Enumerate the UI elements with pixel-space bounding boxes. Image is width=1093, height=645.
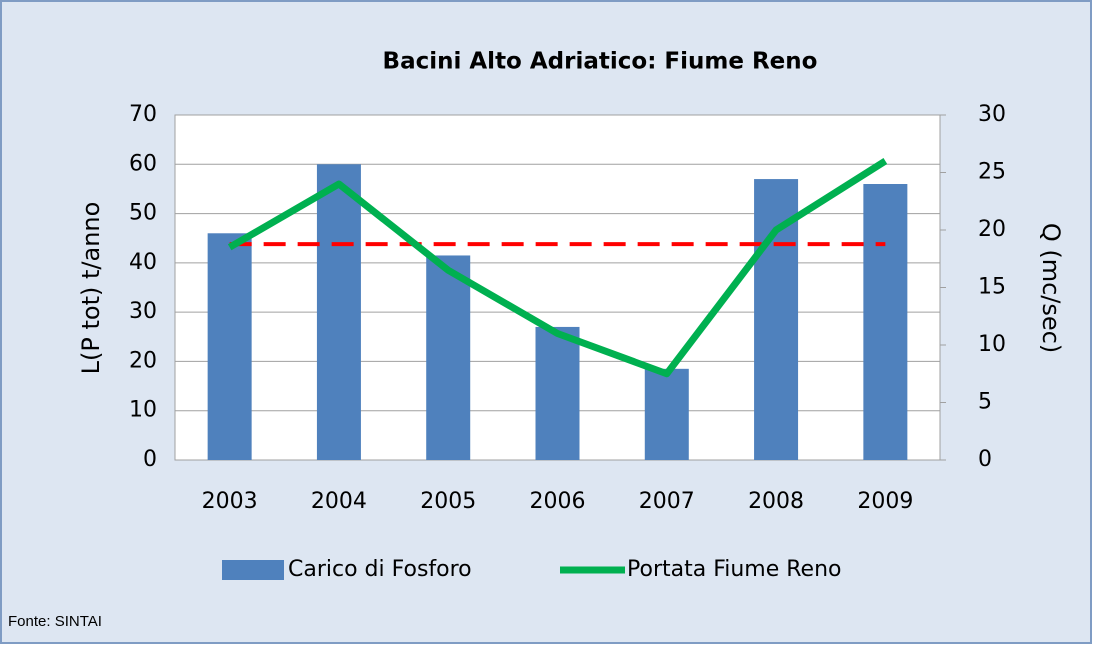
y-axis-label: L(P tot) t/anno — [77, 202, 105, 375]
x-tick-label: 2009 — [857, 489, 913, 514]
x-tick-label: 2006 — [530, 489, 586, 514]
x-tick-label: 2004 — [311, 489, 367, 514]
bar — [426, 255, 471, 460]
bar — [316, 164, 361, 461]
y2-tick-label: 0 — [978, 447, 992, 472]
y-tick-label: 20 — [129, 348, 157, 373]
x-tick-label: 2003 — [202, 489, 258, 514]
y2-tick-label: 30 — [978, 102, 1006, 127]
bar — [535, 326, 580, 460]
y-tick-label: 50 — [129, 201, 157, 226]
y2-axis-label: Q (mc/sec) — [1037, 223, 1065, 353]
y-tick-label: 10 — [129, 398, 157, 423]
y2-tick-label: 25 — [978, 160, 1006, 185]
y-tick-label: 60 — [129, 151, 157, 176]
y2-tick-label: 10 — [978, 332, 1006, 357]
legend-label: Portata Fiume Reno — [627, 557, 842, 582]
legend-swatch — [222, 560, 284, 580]
y2-tick-label: 20 — [978, 217, 1006, 242]
y2-tick-label: 5 — [978, 390, 992, 415]
y2-tick-label: 15 — [978, 275, 1006, 300]
y-tick-label: 70 — [129, 102, 157, 127]
line-series — [227, 158, 888, 378]
x-tick-label: 2007 — [639, 489, 695, 514]
source-note: Fonte: SINTAI — [8, 613, 102, 630]
bar — [863, 184, 908, 460]
y-tick-label: 0 — [143, 447, 157, 472]
y-tick-label: 40 — [129, 250, 157, 275]
chart-title: Bacini Alto Adriatico: Fiume Reno — [383, 49, 818, 75]
x-tick-label: 2005 — [420, 489, 476, 514]
y-tick-label: 30 — [129, 299, 157, 324]
x-tick-label: 2008 — [748, 489, 804, 514]
legend-label: Carico di Fosforo — [288, 557, 472, 582]
bar — [644, 368, 689, 460]
bar — [207, 233, 252, 460]
